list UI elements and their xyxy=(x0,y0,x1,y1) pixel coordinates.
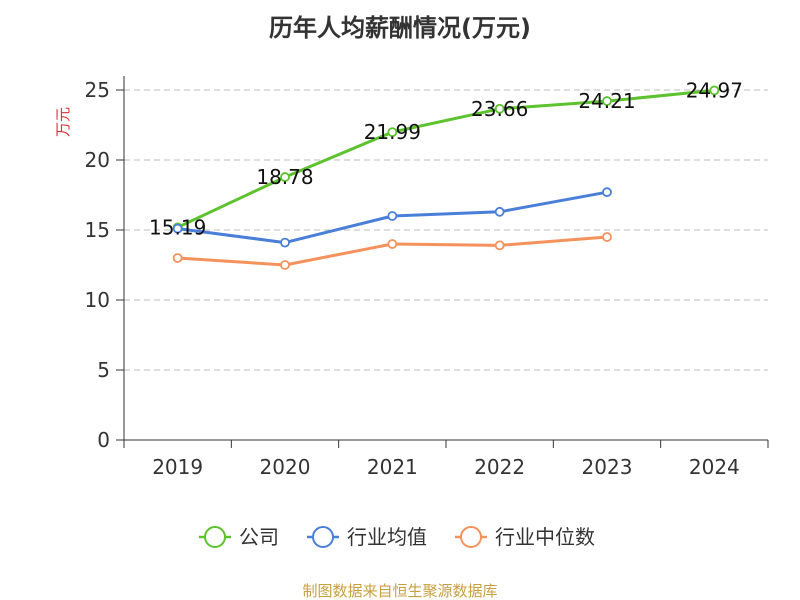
series-2-point xyxy=(494,240,505,251)
data-label: 15.19 xyxy=(149,215,206,239)
chart-title: 历年人均薪酬情况(万元) xyxy=(269,14,531,42)
legend-marker-0 xyxy=(204,526,226,548)
series-1-point xyxy=(280,237,290,248)
x-tick-label: 2020 xyxy=(260,455,311,479)
x-tick-label: 2021 xyxy=(367,455,418,479)
data-label: 23.66 xyxy=(471,97,528,121)
series-0-point xyxy=(280,172,290,182)
series-0-point xyxy=(602,96,612,106)
legend-marker-1 xyxy=(312,526,334,548)
data-label: 24.97 xyxy=(686,78,743,102)
data-label: 24.21 xyxy=(578,89,635,113)
legend-label: 行业中位数 xyxy=(495,525,595,549)
legend-label: 行业均值 xyxy=(347,525,427,549)
series-1-point xyxy=(494,206,505,217)
series-2-point xyxy=(172,253,183,263)
series-1-point xyxy=(172,223,183,234)
series-2-point xyxy=(602,232,612,242)
footer-source: 制图数据来自恒生聚源数据库 xyxy=(302,582,497,600)
series-1-point xyxy=(602,187,612,198)
series-2-point xyxy=(280,260,290,270)
y-tick-label: 10 xyxy=(85,288,110,312)
series-0-point xyxy=(709,85,720,96)
x-tick-label: 2022 xyxy=(474,455,525,479)
y-axis-unit-label: 万元 xyxy=(54,107,72,137)
series-2-point xyxy=(387,239,398,249)
y-tick-label: 5 xyxy=(97,358,110,382)
axes: 0 5 10 15 20 25 2019 2020 2021 2022 2023 2024 xyxy=(85,76,769,479)
data-label: 18.78 xyxy=(256,165,313,189)
legend-marker-2 xyxy=(460,526,482,548)
data-labels: 15.19 18.78 21.99 23.66 24.21 24.97 xyxy=(149,78,743,239)
legend: 公司 行业均值 行业中位数 xyxy=(199,525,595,549)
x-tick-label: 2019 xyxy=(152,455,203,479)
series-1-point xyxy=(387,211,398,221)
x-tick-label: 2023 xyxy=(582,455,633,479)
y-tick-label: 20 xyxy=(85,148,110,172)
y-tick-label: 15 xyxy=(85,218,110,242)
legend-label: 公司 xyxy=(239,525,279,549)
y-tick-label: 0 xyxy=(97,428,110,452)
y-tick-label: 25 xyxy=(85,78,110,102)
x-tick-label: 2024 xyxy=(689,455,740,479)
series-line-0 xyxy=(176,88,716,229)
grid-lines xyxy=(124,89,768,371)
data-label: 21.99 xyxy=(364,120,421,144)
series-0-point xyxy=(387,127,398,138)
series-lines xyxy=(172,85,720,270)
series-0-point xyxy=(494,103,505,114)
